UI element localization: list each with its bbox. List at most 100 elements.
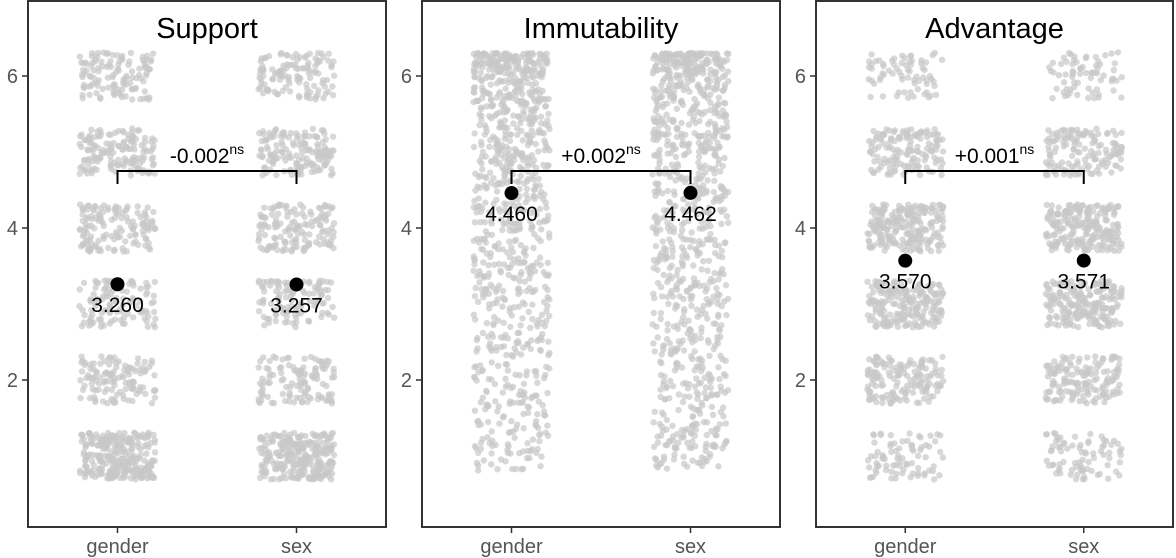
jitter-point xyxy=(901,322,909,330)
jitter-point xyxy=(89,147,97,155)
jitter-point xyxy=(131,146,138,153)
jitter-point xyxy=(658,93,666,101)
jitter-point xyxy=(263,364,270,372)
jitter-point xyxy=(277,233,284,241)
jitter-point xyxy=(78,368,86,375)
jitter-point xyxy=(679,227,686,234)
jitter-point xyxy=(306,67,313,74)
jitter-point xyxy=(684,385,692,392)
jitter-point xyxy=(663,383,671,390)
jitter-point xyxy=(80,451,88,458)
jitter-point xyxy=(521,180,528,187)
jitter-point xyxy=(689,292,696,300)
jitter-point xyxy=(1068,300,1075,307)
jitter-point xyxy=(112,205,120,212)
jitter-point xyxy=(533,320,540,327)
jitter-point xyxy=(149,474,157,481)
jitter-point xyxy=(298,300,305,308)
jitter-point xyxy=(688,302,695,309)
jitter-point xyxy=(712,195,719,202)
jitter-point xyxy=(545,338,552,345)
jitter-point xyxy=(716,143,723,150)
jitter-point xyxy=(1110,288,1117,296)
jitter-point xyxy=(288,296,295,304)
jitter-point xyxy=(1111,296,1119,303)
jitter-point xyxy=(124,310,131,317)
jitter-point xyxy=(306,231,313,238)
jitter-point xyxy=(256,380,264,387)
jitter-point xyxy=(151,324,158,331)
jitter-point xyxy=(939,454,947,461)
jitter-point xyxy=(134,432,141,439)
jitter-point xyxy=(325,391,333,398)
jitter-point xyxy=(896,462,903,469)
jitter-point xyxy=(93,90,100,97)
jitter-point xyxy=(538,453,545,460)
jitter-point xyxy=(324,438,331,445)
jitter-point xyxy=(893,470,900,477)
jitter-point xyxy=(486,112,493,120)
jitter-point xyxy=(287,129,295,137)
jitter-point xyxy=(656,146,663,154)
jitter-point xyxy=(282,246,290,253)
jitter-point xyxy=(659,66,666,73)
jitter-point xyxy=(86,317,94,324)
mean-label: 4.460 xyxy=(485,203,538,226)
jitter-point xyxy=(489,442,496,450)
jitter-point xyxy=(1074,388,1081,395)
jitter-point xyxy=(125,61,132,68)
jitter-point xyxy=(538,226,545,233)
jitter-point xyxy=(542,271,549,279)
jitter-point xyxy=(700,302,707,310)
jitter-point xyxy=(1082,380,1089,388)
jitter-point xyxy=(505,79,512,86)
jitter-point xyxy=(494,50,501,57)
jitter-point xyxy=(274,210,282,217)
jitter-point xyxy=(294,56,301,63)
jitter-point xyxy=(713,285,720,292)
jitter-point xyxy=(703,419,711,426)
jitter-point xyxy=(283,383,290,391)
jitter-point xyxy=(1118,445,1125,453)
jitter-point xyxy=(715,94,723,101)
jitter-point xyxy=(293,211,300,218)
jitter-point xyxy=(292,305,300,312)
jitter-point xyxy=(907,52,914,60)
jitter-point xyxy=(472,284,479,292)
jitter-point xyxy=(703,296,710,303)
jitter-point xyxy=(290,453,298,460)
jitter-point xyxy=(104,400,111,407)
jitter-point xyxy=(874,448,881,456)
jitter-point xyxy=(269,76,276,83)
jitter-point xyxy=(657,310,665,317)
jitter-point xyxy=(499,414,507,421)
jitter-point xyxy=(534,410,541,418)
jitter-point xyxy=(479,84,486,91)
jitter-point xyxy=(680,54,687,61)
jitter-point xyxy=(474,462,482,469)
jitter-point xyxy=(137,213,144,221)
jitter-point xyxy=(517,172,525,180)
jitter-point xyxy=(477,439,485,446)
jitter-point xyxy=(1062,322,1070,329)
jitter-point xyxy=(692,245,700,253)
jitter-point xyxy=(510,304,518,311)
jitter-point xyxy=(711,177,718,184)
jitter-point xyxy=(129,96,136,103)
jitter-point xyxy=(90,67,97,74)
jitter-point xyxy=(509,399,517,406)
jitter-point xyxy=(99,63,106,70)
jitter-point xyxy=(134,203,141,210)
jitter-point xyxy=(906,430,913,437)
jitter-point xyxy=(487,81,494,88)
jitter-point xyxy=(307,395,314,402)
jitter-point xyxy=(1085,438,1092,445)
jitter-point xyxy=(119,127,127,134)
jitter-points xyxy=(470,50,732,474)
jitter-point xyxy=(141,358,148,366)
jitter-point xyxy=(937,432,944,439)
jitter-point xyxy=(83,237,90,245)
mean-label: 4.462 xyxy=(664,203,717,226)
jitter-point xyxy=(135,440,142,447)
jitter-point xyxy=(695,406,703,413)
